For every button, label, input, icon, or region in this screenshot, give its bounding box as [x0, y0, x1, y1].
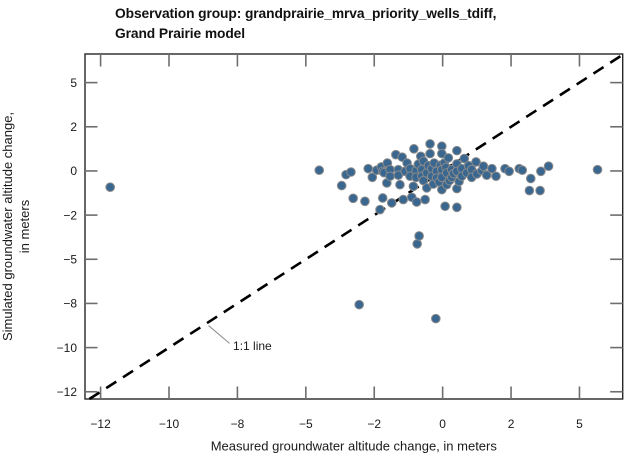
y-axis-tick-label: 2 — [70, 120, 77, 134]
y-axis-tick-label: 0 — [70, 164, 77, 178]
scatter-point — [409, 144, 419, 154]
scatter-point — [314, 165, 325, 176]
scatter-point — [440, 201, 450, 212]
scatter-point — [478, 161, 489, 171]
scatter-point — [385, 171, 395, 182]
scatter-point — [375, 204, 385, 215]
x-axis-tick-label: −2 — [367, 417, 381, 431]
one-to-one-line — [88, 53, 624, 401]
scatter-series — [105, 139, 603, 324]
scatter-point — [536, 166, 546, 177]
scatter-point — [398, 194, 409, 205]
scatter-point — [592, 164, 603, 175]
x-axis-tick-label: 0 — [439, 417, 446, 431]
scatter-point — [431, 313, 441, 324]
scatter-point — [452, 202, 462, 213]
scatter-point — [517, 165, 528, 176]
scatter-point — [504, 166, 514, 177]
scatter-point — [437, 148, 447, 159]
scatter-point — [425, 139, 435, 149]
scatter-point — [412, 239, 422, 249]
y-axis-tick-label: −2 — [63, 208, 77, 222]
x-axis-label: Measured groundwater altitude change, in… — [211, 439, 498, 454]
annotation-leader-line — [208, 325, 230, 344]
scatter-point — [408, 181, 419, 192]
y-axis-label-line1: Simulated groundwater altitude change, — [0, 112, 15, 341]
scatter-point — [524, 185, 535, 196]
scatter-point — [367, 172, 378, 183]
x-axis-tick-label: −8 — [231, 417, 245, 431]
scatter-point — [348, 193, 358, 204]
plot-box — [84, 53, 624, 400]
x-axis-tick-label: −10 — [159, 417, 180, 431]
scatter-point — [377, 193, 388, 203]
figure-title-line2: Grand Prairie model — [115, 26, 245, 41]
scatter-point — [491, 171, 501, 182]
x-axis-tick-label: 5 — [576, 417, 583, 431]
scatter-point — [395, 179, 405, 190]
scatter-point — [414, 231, 424, 241]
scatter-point — [420, 194, 430, 205]
scatter-point — [386, 198, 397, 208]
x-axis-tick-label: 2 — [508, 417, 515, 431]
scatter-point — [411, 197, 422, 207]
scatter-point — [481, 170, 492, 180]
scatter-point — [525, 173, 536, 184]
annotation-1-1-line: 1:1 line — [233, 339, 272, 353]
axes-layer: −12 −10 −8 −5 −2 0 2 5 5 2 0 −2 −5 −8 −10 −12 — [57, 53, 624, 431]
figure-title: Observation group: grandprairie_mrva_pri… — [115, 4, 615, 44]
y-axis-label-line2: in meters — [17, 199, 32, 253]
figure-title-line1: Observation group: grandprairie_mrva_pri… — [115, 6, 497, 21]
scatter-point — [535, 185, 545, 196]
y-axis-tick-label: −12 — [57, 385, 78, 399]
scatter-point — [360, 196, 370, 207]
scatter-point — [459, 153, 470, 164]
y-axis-tick-label: 5 — [70, 76, 77, 90]
scatter-point — [346, 167, 356, 177]
x-axis-tick-label: −5 — [299, 417, 313, 431]
scatter-point — [443, 153, 454, 163]
scatter-point — [105, 182, 115, 192]
scatter-point — [425, 148, 435, 159]
scatter-point — [336, 180, 347, 191]
scatter-point — [452, 145, 462, 156]
x-axis-tick-label: −12 — [90, 417, 111, 431]
scatter-point — [471, 157, 481, 167]
scatter-point — [487, 163, 497, 174]
y-axis-tick-label: −10 — [57, 341, 78, 355]
scatter-point — [543, 161, 554, 171]
y-axis-tick-label: −8 — [63, 297, 77, 311]
y-axis-tick-label: −5 — [63, 252, 77, 266]
scatter-point — [354, 299, 364, 310]
scatter-point — [363, 163, 374, 174]
